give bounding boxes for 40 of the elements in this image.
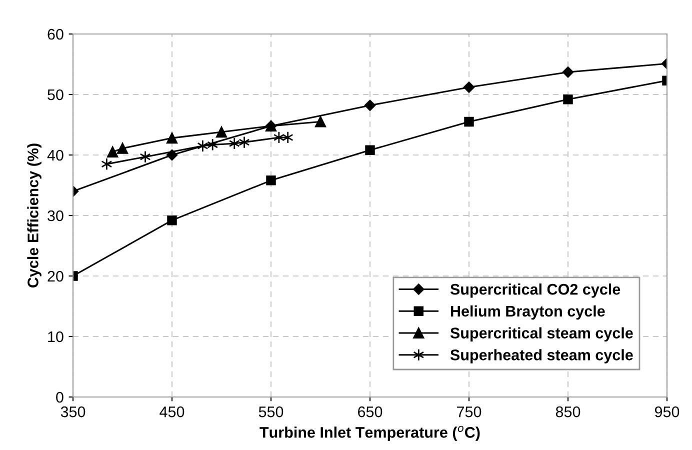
point xyxy=(116,142,128,154)
point xyxy=(563,94,573,104)
point xyxy=(464,116,474,127)
point xyxy=(364,100,376,111)
point xyxy=(228,137,240,150)
x-axis-title: Turbine Inlet Temperature ($^{o}$C) xyxy=(260,426,480,441)
point xyxy=(197,140,208,152)
legend-label: Supercritical CO2 cycle xyxy=(450,284,620,298)
point xyxy=(562,66,574,78)
y-tick-label: 0 xyxy=(56,392,64,403)
x-tick-label: 450 xyxy=(160,406,184,418)
point xyxy=(107,146,118,158)
x-tick-label: 850 xyxy=(556,406,580,418)
y-tick-label: 10 xyxy=(48,331,64,342)
point xyxy=(207,138,218,151)
legend-label: Superheated steam cycle xyxy=(450,349,633,364)
point xyxy=(282,131,294,144)
x-tick-label: 350 xyxy=(60,406,86,418)
y-axis-title: Cycle Efficiency (%) xyxy=(27,144,42,288)
y-tick-label: 50 xyxy=(48,89,64,100)
point xyxy=(238,136,250,149)
point xyxy=(216,126,228,138)
y-tick-label: 40 xyxy=(47,150,64,161)
point xyxy=(167,215,177,226)
point xyxy=(166,132,178,144)
x-tick-label: 750 xyxy=(457,406,482,418)
point xyxy=(140,150,151,164)
point xyxy=(101,158,112,170)
x-tick-label: 550 xyxy=(258,406,284,418)
y-tick-label: 30 xyxy=(48,210,64,222)
legend-label: Supercritical steam cycle xyxy=(450,327,633,342)
y-tick-label: 60 xyxy=(48,28,64,40)
legend-label: Helium Brayton cycle xyxy=(450,305,605,320)
point xyxy=(266,176,276,186)
x-tick-label: 650 xyxy=(358,406,382,418)
point xyxy=(314,116,326,128)
y-tick-label: 20 xyxy=(48,270,64,282)
x-tick-label: 950 xyxy=(654,406,680,418)
point xyxy=(365,145,375,156)
point xyxy=(463,82,475,93)
